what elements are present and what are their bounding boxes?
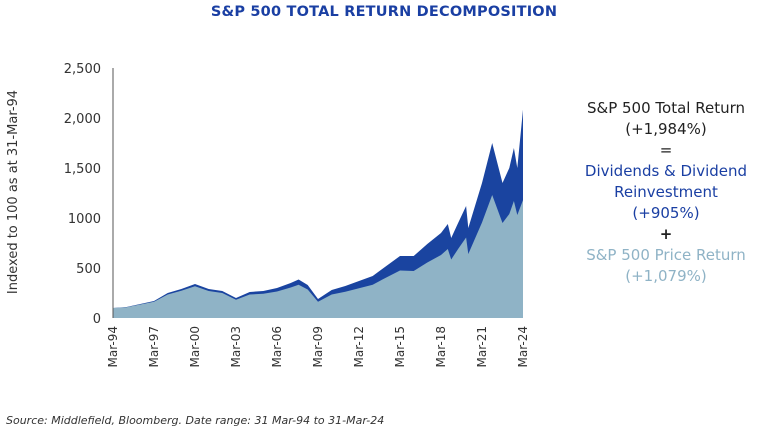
x-tick-label: Mar-15 <box>393 326 407 367</box>
x-tick-label: Mar-09 <box>311 326 325 367</box>
dividend-label-line2: Reinvestment <box>614 183 718 201</box>
x-tick-label: Mar-00 <box>188 326 202 367</box>
x-tick-label: Mar-94 <box>106 326 120 367</box>
equals-sign: = <box>659 141 673 159</box>
x-tick-label: Mar-06 <box>270 326 284 367</box>
source-note: Source: Middlefield, Bloomberg. Date ran… <box>6 414 385 427</box>
x-tick-label: Mar-97 <box>147 326 161 367</box>
plus-sign: + <box>659 225 673 243</box>
x-tick-label: Mar-21 <box>475 326 489 367</box>
x-tick-label: Mar-18 <box>434 326 448 367</box>
y-tick-label: 2,000 <box>64 112 101 127</box>
y-tick-label: 500 <box>76 262 101 277</box>
chart: 0 500 1000 1,500 2,000 2,500 Mar-94 Mar-97 Mar-… <box>6 62 530 367</box>
chart-title: S&P 500 TOTAL RETURN DECOMPOSITION <box>210 4 558 20</box>
price-return-value: (+1,079%) <box>625 267 707 285</box>
price-return-label: S&P 500 Price Return <box>586 246 746 264</box>
total-return-label: S&P 500 Total Return <box>586 99 745 117</box>
y-tick-label: 0 <box>93 312 101 327</box>
x-tick-label: Mar-24 <box>516 326 530 367</box>
x-tick-label: Mar-03 <box>229 326 243 367</box>
dividend-value: (+905%) <box>632 204 700 222</box>
y-tick-label: 1,500 <box>64 162 101 177</box>
area-series-price-return <box>112 195 523 318</box>
area-series-total-return <box>112 109 523 318</box>
x-tick-label: Mar-12 <box>352 326 366 367</box>
y-axis-label: Indexed to 100 as at 31-Mar-94 <box>6 90 21 294</box>
dividend-label: Dividends & Dividend <box>584 162 748 180</box>
y-tick-label: 1000 <box>68 212 101 227</box>
y-tick-label: 2,500 <box>64 62 101 77</box>
total-return-value: (+1,984%) <box>625 120 707 138</box>
decomposition-summary: S&P 500 Total Return (+1,984%) = Dividen… <box>566 98 766 287</box>
